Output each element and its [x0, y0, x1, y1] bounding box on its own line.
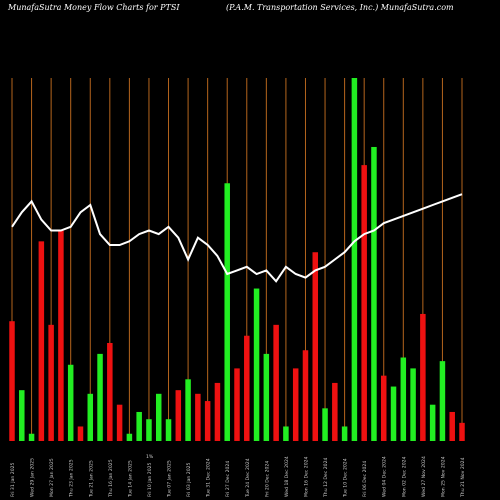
bar — [263, 353, 270, 441]
chart-title-left: MunafaSutra Money Flow Charts for PTSI — [8, 3, 180, 12]
bar — [126, 433, 133, 441]
bar — [155, 393, 162, 441]
bar — [58, 230, 64, 441]
bar — [312, 252, 319, 441]
bar — [28, 433, 35, 441]
x-tick-label: Tue 14 Jan 2025 — [127, 460, 133, 498]
bar — [107, 342, 113, 441]
bar — [244, 335, 250, 441]
x-tick-label: Fri 27 Dec 2024 — [225, 461, 231, 497]
bar — [439, 361, 446, 441]
bar — [19, 390, 25, 441]
bar — [67, 364, 74, 441]
x-tick-label: Fri 06 Dec 2024 — [362, 461, 368, 497]
bar — [48, 324, 54, 441]
bar — [253, 288, 260, 441]
chart-title-right: (P.A.M. Transportation Services, Inc.) M… — [226, 3, 454, 12]
x-tick-label: Tue 07 Jan 2025 — [167, 460, 173, 498]
x-tick-label: Tue 21 Jan 2025 — [88, 460, 94, 498]
bar — [146, 419, 152, 441]
bar — [136, 411, 142, 441]
x-tick-label: Fri 31 Jan 2025 — [10, 462, 16, 497]
bar — [224, 183, 230, 441]
line-series — [11, 193, 463, 283]
x-tick-label: Fri 10 Jan 2025 — [147, 462, 153, 497]
bar — [9, 321, 15, 441]
bar — [341, 426, 348, 441]
x-tick-labels: Fri 31 Jan 2025 Wed 29 Jan 2025 Mon 27 Jan… — [10, 454, 466, 498]
bar — [292, 368, 299, 441]
x-tick-label: Mon 27 Jan 2025 — [49, 458, 55, 497]
x-tick-label: Wed 18 Dec 2024 — [284, 456, 290, 497]
bar — [97, 353, 103, 441]
bar — [429, 404, 436, 441]
x-tick-label: Tue 10 Dec 2024 — [343, 458, 349, 498]
bar — [351, 78, 358, 441]
bar — [214, 382, 221, 441]
x-tick-label: Mon 02 Dec 2024 — [401, 456, 407, 497]
bar — [322, 408, 328, 441]
bar — [38, 241, 45, 441]
bar — [195, 393, 201, 441]
bar — [332, 382, 338, 441]
bar — [400, 357, 407, 441]
x-tick-label: Wed 29 Jan 2025 — [30, 458, 36, 497]
x-tick-label: Thu 12 Dec 2024 — [323, 457, 329, 498]
x-tick-label: Tue 24 Dec 2024 — [245, 458, 251, 498]
bar — [165, 419, 172, 441]
bar — [459, 422, 465, 441]
x-tick-label: Mon 16 Dec 2024 — [303, 456, 309, 497]
x-tick-label: Tue 31 Dec 2024 — [206, 458, 212, 498]
bar — [283, 426, 289, 441]
bar — [204, 401, 211, 441]
bar — [87, 393, 94, 441]
x-tick-label: Thu 21 Nov 2024 — [460, 457, 466, 498]
bar — [449, 411, 455, 441]
x-tick-label: Wed 04 Dec 2024 — [382, 456, 388, 497]
bar — [302, 350, 309, 441]
bar — [77, 426, 84, 441]
x-tick-label: Fri 20 Dec 2024 — [264, 461, 270, 497]
x-tick-label: Thu 16 Jan 2025 — [108, 459, 114, 498]
x-tick-label: Thu 23 Jan 2025 — [69, 459, 75, 498]
bar — [273, 324, 279, 441]
x-tick-label: Mon 25 Nov 2024 — [440, 456, 446, 497]
bar — [185, 379, 191, 441]
bar — [410, 368, 416, 441]
x-tick-label: Fri 03 Jan 2025 — [186, 462, 192, 497]
bar — [234, 368, 240, 441]
bar — [361, 165, 367, 441]
money-flow-line — [11, 193, 463, 283]
bar — [390, 386, 397, 441]
bar-series — [9, 78, 465, 441]
bar — [371, 146, 377, 441]
bar — [175, 390, 182, 441]
bar — [380, 375, 387, 441]
x-tick-label: Wed 27 Nov 2024 — [421, 456, 427, 497]
bar — [116, 404, 123, 441]
bar — [420, 313, 426, 441]
x-extra-label: 1% — [146, 454, 154, 460]
